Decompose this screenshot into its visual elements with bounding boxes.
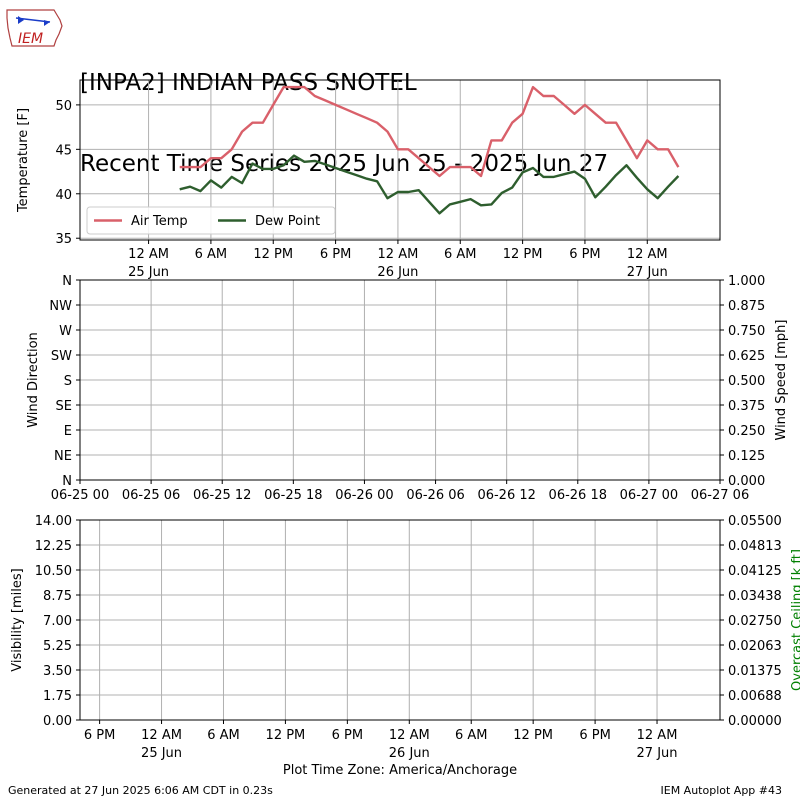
temp-tick-label: 12 AM (627, 247, 668, 262)
wind-speed-tick-label: 0.750 (728, 324, 765, 339)
visibility-tick-label: 7.00 (43, 614, 72, 629)
air-temp-line (179, 85, 680, 178)
temp-tick-date: 27 Jun (627, 265, 668, 280)
wind-speed-tick-label: 0.250 (728, 424, 765, 439)
visibility-tick-label: 12.25 (35, 539, 72, 554)
wind-direction-tick-label: SW (51, 349, 72, 364)
vis-tick-label: 6 PM (84, 728, 115, 743)
temp-tick-label: 12 AM (128, 247, 169, 262)
temp-y-axis-label: Temperature [F] (16, 108, 31, 213)
legend-box (86, 206, 336, 235)
vis-tick-label: 12 AM (141, 728, 182, 743)
timezone-label: Plot Time Zone: America/Anchorage (282, 763, 518, 778)
wind-direction-tick-label: E (64, 424, 72, 439)
ceiling-tick-label: 0.02063 (728, 639, 782, 654)
wind-speed-tick-label: 0.500 (728, 374, 765, 389)
vis-tick-date: 25 Jun (141, 746, 182, 761)
temp-tick-label: 6 AM (195, 247, 228, 262)
ceiling-tick-label: 0.00688 (728, 689, 782, 704)
temp-tick-date: 25 Jun (128, 265, 169, 280)
wind-tick-label: 06-26 12 (477, 488, 535, 503)
title-range: Recent Time Series 2025 Jun 25 - 2025 Ju… (80, 151, 609, 177)
vis-tick-date: 27 Jun (637, 746, 678, 761)
wind-plot-frame (79, 279, 721, 481)
wind-speed-tick-label: 0.375 (728, 399, 765, 414)
wind-speed-tick-label: 0.125 (728, 449, 765, 464)
vis-tick-label: 12 PM (513, 728, 553, 743)
ceiling-tick-label: 0.01375 (728, 664, 782, 679)
ceiling-tick-label: 0.04125 (728, 564, 782, 579)
ceiling-tick-label: 0.04813 (728, 539, 782, 554)
wind-tick-label: 06-25 18 (264, 488, 322, 503)
temp-tick-date: 26 Jun (377, 265, 418, 280)
wind-direction-tick-label: W (59, 324, 72, 339)
ceiling-tick-label: 0.03438 (728, 589, 782, 604)
app-label: IEM Autoplot App #43 (660, 784, 783, 797)
generated-note: Generated at 27 Jun 2025 6:06 AM CDT in … (8, 784, 273, 797)
ceiling-tick-label: 0.02750 (728, 614, 782, 629)
chart-title: [INPA2] INDIAN PASS SNOTEL Recent Time S… (80, 16, 608, 232)
visibility-tick-label: 10.50 (35, 564, 72, 579)
iem-logo: IEM (4, 6, 66, 56)
temp-y-tick-label: 40 (55, 188, 72, 203)
wind-direction-tick-label: S (64, 374, 72, 389)
logo-text: IEM (18, 31, 43, 47)
wind-tick-label: 06-25 00 (51, 488, 109, 503)
wind-tick-label: 06-26 06 (406, 488, 464, 503)
wind-speed-tick-label: 1.000 (728, 274, 765, 289)
vis-plot-frame (79, 519, 721, 721)
vis-tick-label: 12 AM (637, 728, 678, 743)
wind-speed-tick-label: 0.875 (728, 299, 765, 314)
visibility-tick-label: 0.00 (43, 714, 72, 729)
legend-label: Dew Point (255, 214, 320, 229)
wind-y2-axis-label: Wind Speed [mph] (774, 320, 789, 441)
wind-y-axis-label: Wind Direction (26, 332, 41, 428)
vis-tick-date: 26 Jun (389, 746, 430, 761)
temp-tick-label: 6 PM (569, 247, 600, 262)
wind-tick-label: 06-27 06 (691, 488, 749, 503)
visibility-y-axis-label: Visibility [miles] (10, 568, 25, 671)
wind-tick-label: 06-25 06 (122, 488, 180, 503)
vis-tick-label: 6 AM (207, 728, 240, 743)
visibility-tick-label: 5.25 (43, 639, 72, 654)
wind-direction-tick-label: NE (54, 449, 72, 464)
visibility-tick-label: 14.00 (35, 514, 72, 529)
ceiling-tick-label: 0.05500 (728, 514, 782, 529)
temp-y-tick-label: 50 (55, 99, 72, 114)
temp-y-tick-label: 45 (55, 143, 72, 158)
wind-direction-tick-label: N (62, 274, 72, 289)
wind-direction-tick-label: SE (56, 399, 72, 414)
ceiling-tick-label: 0.00000 (728, 714, 782, 729)
temp-tick-label: 12 PM (503, 247, 543, 262)
vis-tick-label: 12 PM (266, 728, 306, 743)
dew-point-line (179, 154, 680, 215)
temp-tick-label: 12 AM (378, 247, 419, 262)
temp-y-tick-label: 35 (55, 232, 72, 247)
ceiling-y2-axis-label: Overcast Ceiling [k ft] (790, 549, 800, 691)
vis-tick-label: 6 PM (579, 728, 610, 743)
wind-tick-label: 06-25 12 (193, 488, 251, 503)
legend-label: Air Temp (131, 214, 188, 229)
vis-tick-label: 6 PM (332, 728, 363, 743)
temp-tick-label: 6 PM (320, 247, 351, 262)
vis-tick-label: 12 AM (389, 728, 430, 743)
wind-speed-tick-label: 0.625 (728, 349, 765, 364)
visibility-tick-label: 8.75 (43, 589, 72, 604)
wind-direction-tick-label: N (62, 474, 72, 489)
wind-direction-tick-label: NW (49, 299, 72, 314)
temp-tick-label: 12 PM (253, 247, 293, 262)
visibility-tick-label: 1.75 (43, 689, 72, 704)
temp-plot-frame (79, 79, 721, 241)
vis-tick-label: 6 AM (455, 728, 488, 743)
wind-speed-tick-label: 0.000 (728, 474, 765, 489)
wind-tick-label: 06-27 00 (620, 488, 678, 503)
wind-tick-label: 06-26 18 (549, 488, 607, 503)
visibility-tick-label: 3.50 (43, 664, 72, 679)
temp-tick-label: 6 AM (444, 247, 477, 262)
wind-tick-label: 06-26 00 (335, 488, 393, 503)
